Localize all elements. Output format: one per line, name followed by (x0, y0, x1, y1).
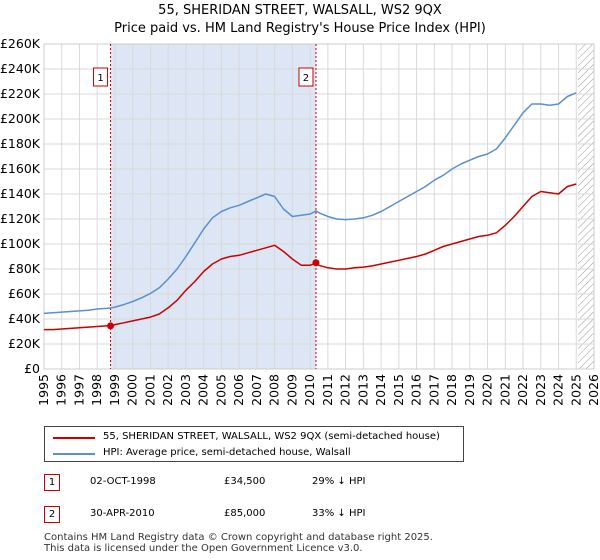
legend-swatch-hpi (53, 453, 95, 455)
chart-subtitle: Price paid vs. HM Land Registry's House … (114, 21, 486, 36)
x-tick-label-2: 1997 (71, 374, 86, 406)
x-tick-label-17: 2012 (338, 374, 353, 406)
series-line-hpi (43, 92, 577, 315)
sale-hpi-diff-1: 29% ↓ HPI (312, 476, 366, 487)
x-tick-label-5: 2000 (125, 374, 140, 406)
x-tick-label-7: 2002 (160, 374, 175, 406)
ownership-shading (110, 44, 316, 369)
series-line-property (44, 183, 577, 331)
y-tick-label-6: £120K (0, 211, 41, 226)
x-tick-label-3: 1998 (89, 374, 104, 406)
x-tick-label-20: 2015 (391, 374, 406, 406)
x-tick-label-10: 2005 (213, 374, 228, 406)
y-tick-label-8: £160K (0, 161, 41, 176)
y-tick-label-4: £80K (8, 261, 41, 276)
chart-title: 55, SHERIDAN STREET, WALSALL, WS2 9QX (158, 3, 442, 18)
annotation-label-2: 2 (303, 73, 309, 84)
y-tick-label-3: £60K (8, 286, 41, 301)
x-tick-label-4: 1999 (107, 374, 122, 406)
y-tick-label-2: £40K (8, 311, 41, 326)
sale-date-2: 30-APR-2010 (90, 508, 155, 519)
x-tick-label-31: 2026 (586, 374, 600, 406)
x-tick-label-16: 2011 (320, 374, 335, 406)
y-tick-label-11: £220K (0, 86, 41, 101)
x-tick-label-21: 2016 (409, 374, 424, 406)
y-tick-label-10: £200K (0, 111, 41, 126)
sale-date-1: 02-OCT-1998 (90, 476, 156, 487)
y-tick-label-0: £0 (24, 361, 40, 376)
x-tick-label-6: 2001 (142, 374, 157, 406)
sale-price-2: £85,000 (224, 508, 266, 519)
x-tick-label-24: 2019 (462, 374, 477, 406)
sale-point-1 (107, 322, 115, 330)
sale-marker-2: 2 (44, 506, 60, 523)
x-tick-label-26: 2021 (497, 374, 512, 406)
footer-attribution: Contains HM Land Registry data © Crown c… (44, 532, 433, 554)
y-tick-label-9: £180K (0, 136, 41, 151)
x-tick-label-11: 2006 (231, 374, 246, 406)
annotation-box-1 (93, 67, 109, 87)
legend-swatch-property (53, 437, 95, 439)
legend-label-hpi: HPI: Average price, semi-detached house,… (103, 447, 351, 458)
x-tick-label-30: 2025 (568, 374, 583, 406)
x-tick-label-27: 2022 (515, 374, 530, 406)
x-tick-label-29: 2024 (551, 374, 566, 406)
annotation-label-1: 1 (97, 73, 103, 84)
footer-line-1: Contains HM Land Registry data © Crown c… (44, 532, 433, 543)
x-tick-label-25: 2020 (480, 374, 495, 406)
y-tick-label-5: £100K (0, 236, 41, 251)
x-tick-label-19: 2014 (373, 374, 388, 406)
x-tick-label-18: 2013 (355, 374, 370, 406)
forecast-hatch (578, 44, 594, 369)
x-tick-label-1: 1996 (54, 374, 69, 406)
y-tick-label-7: £140K (0, 186, 41, 201)
y-tick-label-13: £260K (0, 36, 41, 51)
x-tick-label-12: 2007 (249, 374, 264, 406)
x-tick-label-0: 1995 (36, 374, 51, 406)
x-tick-label-13: 2008 (267, 374, 282, 406)
footer-line-2: This data is licensed under the Open Gov… (44, 543, 363, 554)
legend-label-property: 55, SHERIDAN STREET, WALSALL, WS2 9QX (s… (103, 431, 440, 442)
sale-point-2 (312, 259, 320, 267)
x-tick-label-8: 2003 (178, 374, 193, 406)
sale-marker-1: 1 (44, 474, 60, 491)
x-tick-label-28: 2023 (533, 374, 548, 406)
x-tick-label-9: 2004 (196, 374, 211, 406)
annotation-box-2 (298, 67, 314, 87)
x-tick-label-23: 2018 (444, 374, 459, 406)
y-tick-label-1: £20K (8, 336, 41, 351)
x-tick-label-15: 2010 (302, 374, 317, 406)
y-tick-label-12: £240K (0, 61, 41, 76)
x-tick-label-22: 2017 (426, 374, 441, 406)
x-tick-label-14: 2009 (284, 374, 299, 406)
sale-price-1: £34,500 (224, 476, 266, 487)
price-chart: 55, SHERIDAN STREET, WALSALL, WS2 9QX Pr… (0, 3, 600, 406)
chart-legend: 55, SHERIDAN STREET, WALSALL, WS2 9QX (s… (44, 426, 464, 462)
plot-frame (43, 43, 595, 370)
sale-hpi-diff-2: 33% ↓ HPI (312, 508, 366, 519)
